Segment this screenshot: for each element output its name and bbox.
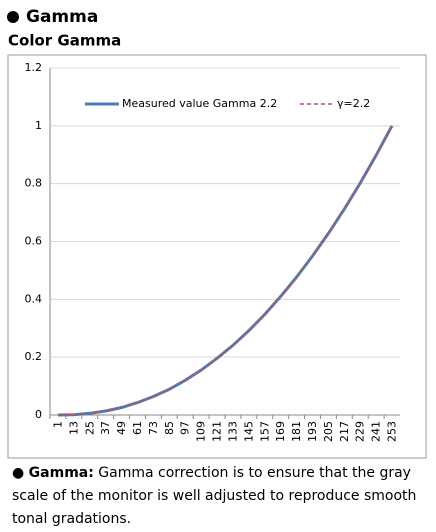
- note: ● Gamma: Gamma correction is to ensure t…: [12, 465, 417, 527]
- x-tick-label: 133: [226, 421, 239, 442]
- x-tick-label: 61: [131, 421, 144, 435]
- x-tick-label: 73: [147, 421, 160, 435]
- x-tick-label: 97: [179, 421, 192, 435]
- y-tick-label: 1: [35, 119, 42, 132]
- x-tick-label: 13: [67, 421, 80, 435]
- y-tick-label: 0.8: [25, 177, 43, 190]
- x-tick-label: 169: [274, 421, 287, 442]
- x-tick-label: 193: [306, 421, 319, 442]
- legend-label: Measured value Gamma 2.2: [122, 97, 277, 110]
- x-tick-label: 85: [163, 421, 176, 435]
- x-tick-label: 241: [370, 421, 383, 442]
- subheading: Color Gamma: [8, 32, 121, 50]
- x-tick-label: 25: [83, 421, 96, 435]
- y-tick-label: 0.6: [25, 235, 43, 248]
- y-tick-label: 0.4: [25, 292, 43, 305]
- x-tick-label: 121: [211, 421, 224, 442]
- bullet: [7, 11, 19, 23]
- y-tick-label: 1.2: [25, 61, 43, 74]
- note-text: Gamma correction is to ensure that the g…: [12, 465, 417, 527]
- x-tick-label: 37: [99, 421, 112, 435]
- legend-label: γ=2.2: [337, 97, 370, 110]
- series-line: [57, 125, 393, 416]
- x-tick-label: 253: [386, 421, 399, 442]
- x-tick-label: 217: [338, 421, 351, 442]
- chart: Gamma Color Gamma 00.20.40.60.811.21 13 25…: [7, 7, 427, 459]
- x-tick-label: 205: [322, 421, 335, 442]
- x-tick-label: 181: [290, 421, 303, 442]
- x-tick-label: 145: [242, 421, 255, 442]
- x-tick-label: 157: [258, 421, 271, 442]
- y-tick-label: 0: [35, 408, 42, 421]
- x-tick-label: 1: [51, 421, 64, 428]
- x-tick-label: 109: [195, 421, 208, 442]
- x-tick-label: 229: [354, 421, 367, 442]
- y-tick-label: 0.2: [25, 350, 43, 363]
- x-tick-label: 49: [115, 421, 128, 435]
- note-term: Gamma:: [28, 465, 94, 481]
- chart-frame: [7, 54, 427, 459]
- heading: Gamma: [26, 7, 98, 27]
